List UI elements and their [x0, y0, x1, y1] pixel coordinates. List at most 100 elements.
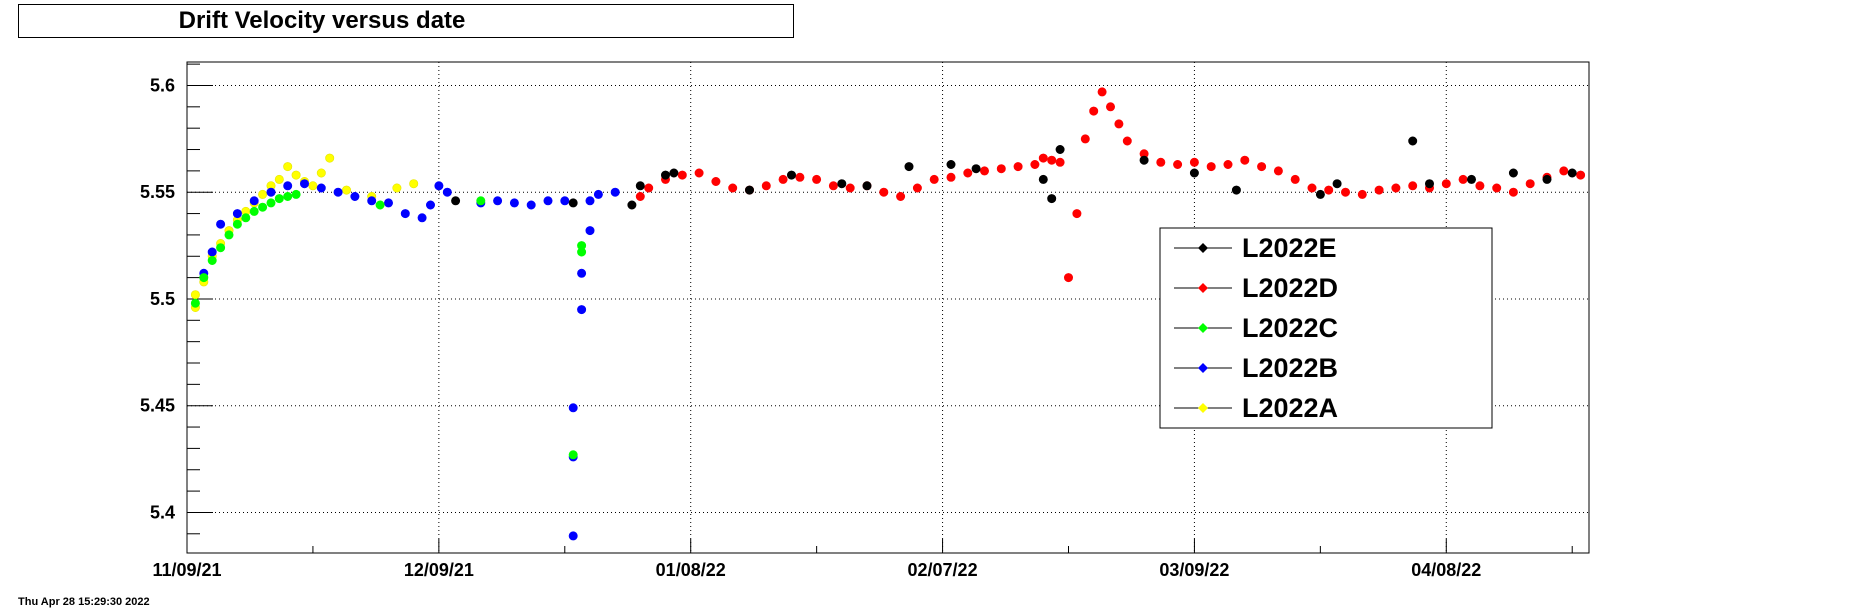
- data-point: [1231, 185, 1241, 195]
- data-point: [425, 200, 435, 210]
- data-point: [1458, 174, 1468, 184]
- x-tick-label: 02/07/22: [908, 560, 978, 580]
- data-point: [1391, 183, 1401, 193]
- data-point: [190, 290, 200, 300]
- data-point: [308, 181, 318, 191]
- data-point: [1097, 87, 1107, 97]
- data-point: [375, 200, 385, 210]
- data-point: [1341, 187, 1351, 197]
- data-point: [283, 181, 293, 191]
- data-point: [1047, 194, 1057, 204]
- data-point: [216, 243, 226, 253]
- data-point: [1038, 153, 1048, 163]
- data-point: [568, 403, 578, 413]
- data-point: [1441, 179, 1451, 189]
- data-point: [1273, 166, 1283, 176]
- legend-marker: [1198, 403, 1208, 413]
- data-point: [896, 192, 906, 202]
- data-point: [568, 531, 578, 541]
- data-point: [828, 181, 838, 191]
- data-point: [795, 172, 805, 182]
- data-point: [560, 196, 570, 206]
- data-point: [1408, 181, 1418, 191]
- legend-marker: [1198, 363, 1208, 373]
- y-tick-label: 5.45: [140, 396, 175, 416]
- data-point: [711, 177, 721, 187]
- data-point: [1240, 155, 1250, 165]
- data-point: [1467, 174, 1477, 184]
- data-point: [979, 166, 989, 176]
- data-point: [1576, 170, 1586, 180]
- data-point: [1508, 187, 1518, 197]
- data-point: [1324, 185, 1334, 195]
- data-point: [1156, 157, 1166, 167]
- data-point: [241, 213, 251, 223]
- data-point: [1290, 174, 1300, 184]
- data-point: [266, 198, 276, 208]
- x-tick-label: 11/09/21: [152, 560, 221, 580]
- data-point: [1357, 189, 1367, 199]
- legend-label: L2022E: [1242, 233, 1337, 263]
- x-tick-label: 04/08/22: [1411, 560, 1481, 580]
- data-points: [190, 87, 1586, 541]
- data-point: [568, 198, 578, 208]
- data-point: [644, 183, 654, 193]
- data-point: [1122, 136, 1132, 146]
- data-point: [1475, 181, 1485, 191]
- legend-label: L2022D: [1242, 273, 1338, 303]
- data-point: [585, 196, 595, 206]
- x-tick-label: 12/09/21: [404, 560, 474, 580]
- data-point: [283, 162, 293, 172]
- data-point: [232, 209, 242, 219]
- legend-label: L2022C: [1242, 313, 1338, 343]
- data-point: [837, 179, 847, 189]
- data-point: [316, 168, 326, 178]
- data-point: [409, 179, 419, 189]
- data-point: [383, 198, 393, 208]
- data-point: [1114, 119, 1124, 129]
- data-point: [1567, 168, 1577, 178]
- data-point: [635, 192, 645, 202]
- data-point: [568, 450, 578, 460]
- chart-title: Drift Velocity versus date: [178, 7, 466, 34]
- data-point: [879, 187, 889, 197]
- x-tick-label: 01/08/22: [656, 560, 726, 580]
- data-point: [325, 153, 335, 163]
- data-point: [1072, 209, 1082, 219]
- data-point: [1055, 145, 1065, 155]
- y-tick-label: 5.5: [150, 289, 175, 309]
- data-point: [1013, 162, 1023, 172]
- data-point: [946, 172, 956, 182]
- data-point: [627, 200, 637, 210]
- data-point: [316, 183, 326, 193]
- y-tick-label: 5.4: [150, 502, 175, 522]
- data-point: [1173, 160, 1183, 170]
- data-point: [190, 298, 200, 308]
- data-point: [274, 174, 284, 184]
- data-point: [585, 226, 595, 236]
- data-point: [400, 209, 410, 219]
- data-point: [1542, 174, 1552, 184]
- data-point: [577, 268, 587, 278]
- data-point: [971, 164, 981, 174]
- legend-label: L2022A: [1242, 393, 1338, 423]
- data-point: [1089, 106, 1099, 116]
- data-point: [1307, 183, 1317, 193]
- y-tick-label: 5.6: [150, 75, 175, 95]
- data-point: [476, 196, 486, 206]
- data-point: [812, 174, 822, 184]
- data-point: [341, 185, 351, 195]
- data-point: [786, 170, 796, 180]
- data-point: [434, 181, 444, 191]
- data-point: [1189, 157, 1199, 167]
- y-tick-label: 5.55: [140, 182, 175, 202]
- data-point: [1559, 166, 1569, 176]
- data-point: [1206, 162, 1216, 172]
- data-point: [1106, 102, 1116, 112]
- data-point: [249, 196, 259, 206]
- data-point: [660, 170, 670, 180]
- data-point: [593, 189, 603, 199]
- footer-timestamp: Thu Apr 28 15:29:30 2022: [18, 596, 150, 608]
- data-point: [744, 185, 754, 195]
- legend-marker: [1198, 283, 1208, 293]
